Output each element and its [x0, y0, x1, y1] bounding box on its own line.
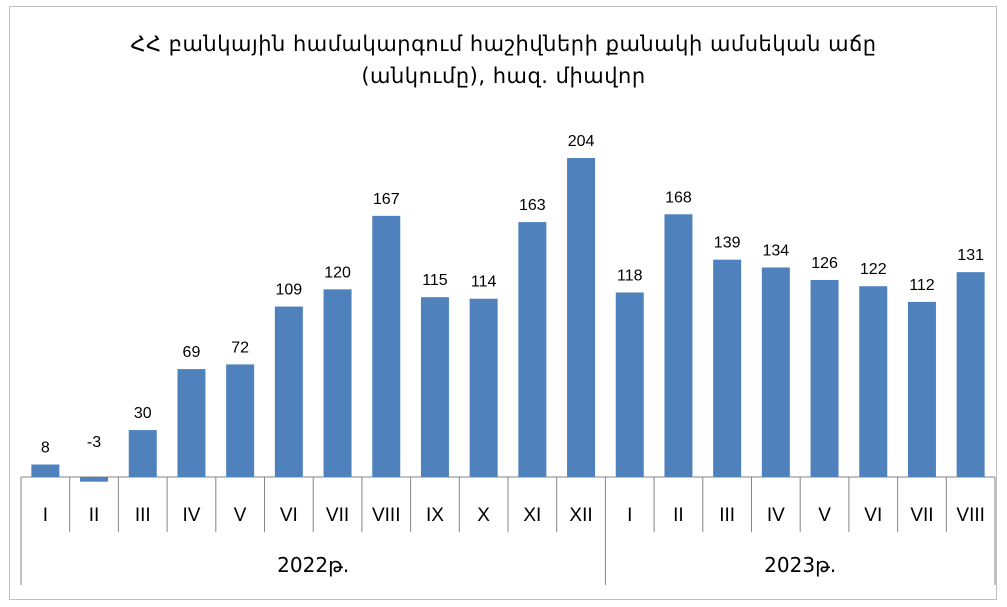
data-label: -3	[87, 434, 101, 451]
bar	[810, 279, 839, 477]
chart-title-line-2: (անկումը), հազ. միավոր	[361, 64, 646, 88]
category-label: XI	[523, 505, 541, 526]
chart-frame	[9, 6, 997, 600]
category-label: III	[135, 505, 151, 526]
category-label: VII	[326, 505, 349, 526]
category-label: IX	[426, 505, 444, 526]
category-label: II	[673, 505, 684, 526]
data-label: 131	[957, 247, 984, 264]
category-label: IV	[182, 505, 200, 526]
bar	[859, 286, 888, 477]
data-label: 167	[373, 191, 400, 208]
bar	[274, 306, 303, 477]
bar	[226, 364, 255, 477]
data-label: 114	[471, 274, 497, 291]
data-label: 120	[324, 264, 351, 281]
bar	[31, 464, 60, 477]
bar	[761, 267, 790, 477]
category-label: III	[719, 505, 735, 526]
data-label: 30	[134, 405, 152, 422]
data-label: 8	[41, 439, 50, 456]
bar	[518, 222, 547, 477]
category-label: VIII	[956, 505, 985, 526]
chart-title-line-1: ՀՀ բանկային համակարգում հաշիվների քանակի…	[130, 32, 877, 56]
category-label: V	[234, 505, 247, 526]
bar	[128, 430, 157, 477]
bar	[615, 292, 644, 477]
bar	[177, 369, 206, 477]
category-label: VIII	[372, 505, 401, 526]
bar	[956, 272, 985, 477]
data-label: 118	[617, 267, 643, 284]
category-label: I	[43, 505, 48, 526]
group-label: 2022թ.	[277, 553, 349, 577]
data-label: 112	[909, 277, 935, 294]
bar	[323, 289, 352, 477]
bar	[907, 301, 936, 477]
bar	[80, 477, 109, 482]
category-label: I	[627, 505, 632, 526]
data-label: 163	[519, 197, 546, 214]
data-label: 134	[762, 242, 789, 259]
category-label: V	[818, 505, 831, 526]
data-label: 69	[183, 344, 201, 361]
category-label: VI	[864, 505, 882, 526]
data-label: 72	[231, 339, 249, 356]
category-label: II	[89, 505, 100, 526]
data-label: 126	[811, 255, 838, 272]
data-label: 122	[860, 261, 887, 278]
bar	[469, 298, 498, 477]
category-label: IV	[767, 505, 785, 526]
category-label: VI	[280, 505, 298, 526]
data-label: 204	[568, 133, 595, 150]
category-label: X	[477, 505, 490, 526]
category-label: VII	[910, 505, 933, 526]
data-label: 139	[714, 235, 741, 252]
data-label: 115	[422, 272, 448, 289]
bar	[713, 259, 742, 477]
bar	[567, 158, 596, 477]
bar	[664, 214, 693, 477]
category-label: XII	[569, 505, 592, 526]
group-label: 2023թ.	[764, 553, 836, 577]
bar	[420, 297, 449, 477]
chart-title: ՀՀ բանկային համակարգում հաշիվների քանակի…	[0, 28, 1007, 92]
data-label: 168	[665, 189, 692, 206]
bar	[372, 215, 401, 477]
data-label: 109	[275, 282, 302, 299]
